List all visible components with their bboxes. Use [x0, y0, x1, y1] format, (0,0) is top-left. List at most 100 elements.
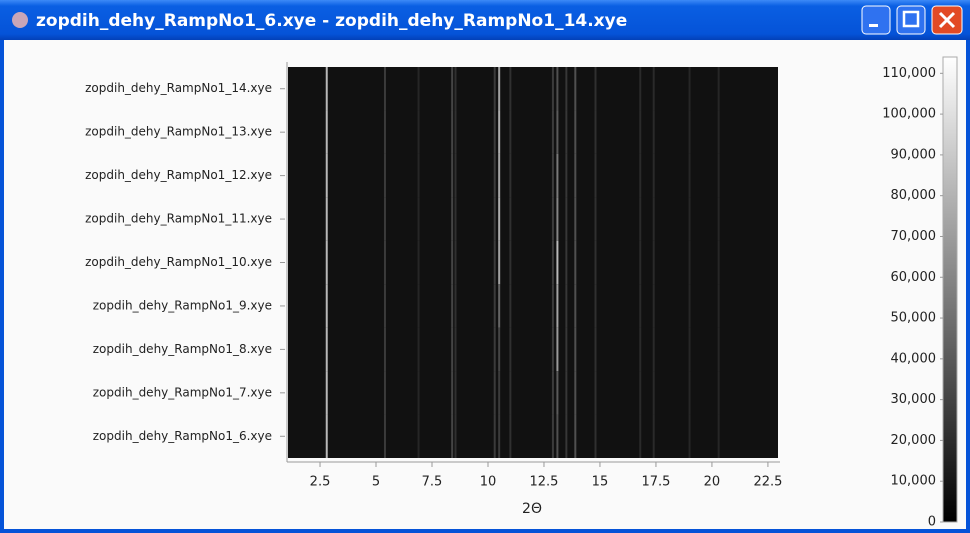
y-tick-label: zopdih_dehy_RampNo1_10.xye: [85, 255, 272, 269]
heat-cell: [498, 241, 500, 284]
heat-cell: [509, 328, 511, 371]
minimize-button[interactable]: [862, 6, 890, 34]
heat-cell: [455, 110, 457, 153]
heat-cell: [689, 154, 691, 197]
heat-cell: [565, 67, 567, 110]
heat-cell: [639, 67, 641, 110]
maximize-button[interactable]: [897, 6, 925, 34]
heat-cell: [556, 328, 558, 371]
heat-cell: [574, 154, 576, 197]
heat-cell: [451, 371, 453, 414]
heat-cell: [653, 110, 655, 153]
heat-cell: [574, 241, 576, 284]
heat-cell: [718, 67, 720, 110]
heat-cell: [653, 67, 655, 110]
heat-cell: [639, 110, 641, 153]
y-tick-label: zopdih_dehy_RampNo1_9.xye: [93, 298, 272, 312]
heat-cell: [689, 241, 691, 284]
heat-cell: [384, 67, 386, 110]
heat-cell: [509, 371, 511, 414]
window-title: zopdih_dehy_RampNo1_6.xye - zopdih_dehy_…: [36, 11, 627, 31]
heat-cell: [455, 328, 457, 371]
heat-cell: [653, 415, 655, 458]
x-tick-label: 2.5: [310, 475, 331, 490]
colorbar-tick-label: 50,000: [891, 311, 937, 326]
heat-cell: [594, 415, 596, 458]
heat-cell: [639, 241, 641, 284]
heat-cell: [594, 154, 596, 197]
heat-cell: [455, 197, 457, 240]
heat-cell: [418, 67, 420, 110]
y-tick-label: zopdih_dehy_RampNo1_12.xye: [85, 168, 272, 182]
x-axis-label: 2Θ: [522, 501, 542, 517]
heat-cell: [594, 328, 596, 371]
heat-cell: [494, 67, 496, 110]
heat-cell: [494, 415, 496, 458]
heat-cell: [451, 415, 453, 458]
heat-cell: [509, 110, 511, 153]
heat-cell: [494, 284, 496, 327]
heat-cell: [574, 284, 576, 327]
heat-cell: [565, 284, 567, 327]
heat-cell: [556, 371, 558, 414]
heat-cell: [384, 371, 386, 414]
y-tick-label: zopdih_dehy_RampNo1_6.xye: [93, 429, 272, 443]
heat-cell: [718, 328, 720, 371]
heat-cell: [418, 110, 420, 153]
heat-cell: [384, 415, 386, 458]
app-icon: [12, 12, 28, 28]
heat-cell: [639, 154, 641, 197]
heat-cell: [552, 67, 554, 110]
heat-cell: [653, 241, 655, 284]
heat-cell: [565, 154, 567, 197]
colorbar-tick-label: 0: [928, 515, 936, 530]
heat-cell: [384, 284, 386, 327]
heat-cell: [326, 67, 328, 110]
colorbar-tick-label: 20,000: [891, 433, 937, 448]
heat-cell: [418, 241, 420, 284]
heat-cell: [639, 415, 641, 458]
heat-cell: [552, 328, 554, 371]
colorbar-tick-label: 90,000: [891, 147, 937, 162]
heat-cell: [556, 284, 558, 327]
y-tick-label: zopdih_dehy_RampNo1_8.xye: [93, 342, 272, 356]
heat-cell: [689, 371, 691, 414]
heat-cell: [509, 154, 511, 197]
heat-cell: [594, 197, 596, 240]
heat-cell: [718, 415, 720, 458]
heat-cell: [565, 241, 567, 284]
heat-cell: [498, 328, 500, 371]
heat-cell: [639, 371, 641, 414]
heat-cell: [418, 328, 420, 371]
heat-cell: [326, 197, 328, 240]
heat-cell: [556, 67, 558, 110]
colorbar-tick-label: 10,000: [891, 474, 937, 489]
close-button[interactable]: [932, 6, 962, 34]
heat-cell: [552, 154, 554, 197]
heat-cell: [594, 371, 596, 414]
heat-cell: [639, 328, 641, 371]
heat-cell: [455, 154, 457, 197]
heat-cell: [384, 154, 386, 197]
heat-cell: [418, 284, 420, 327]
heat-cell: [552, 371, 554, 414]
heat-cell: [494, 197, 496, 240]
heat-cell: [556, 197, 558, 240]
heat-cell: [556, 154, 558, 197]
heat-cell: [326, 284, 328, 327]
heat-cell: [574, 371, 576, 414]
colorbar-tick-label: 80,000: [891, 188, 937, 203]
heat-cell: [451, 241, 453, 284]
heat-cell: [574, 67, 576, 110]
heat-cell: [639, 284, 641, 327]
heat-cell: [565, 197, 567, 240]
heat-cell: [556, 241, 558, 284]
heat-cell: [498, 110, 500, 153]
heat-cell: [565, 371, 567, 414]
heat-cell: [574, 328, 576, 371]
colorbar-tick-label: 30,000: [891, 392, 937, 407]
colorbar-tick-label: 60,000: [891, 270, 937, 285]
heat-cell: [418, 154, 420, 197]
heat-cell: [326, 328, 328, 371]
heat-cell: [653, 328, 655, 371]
